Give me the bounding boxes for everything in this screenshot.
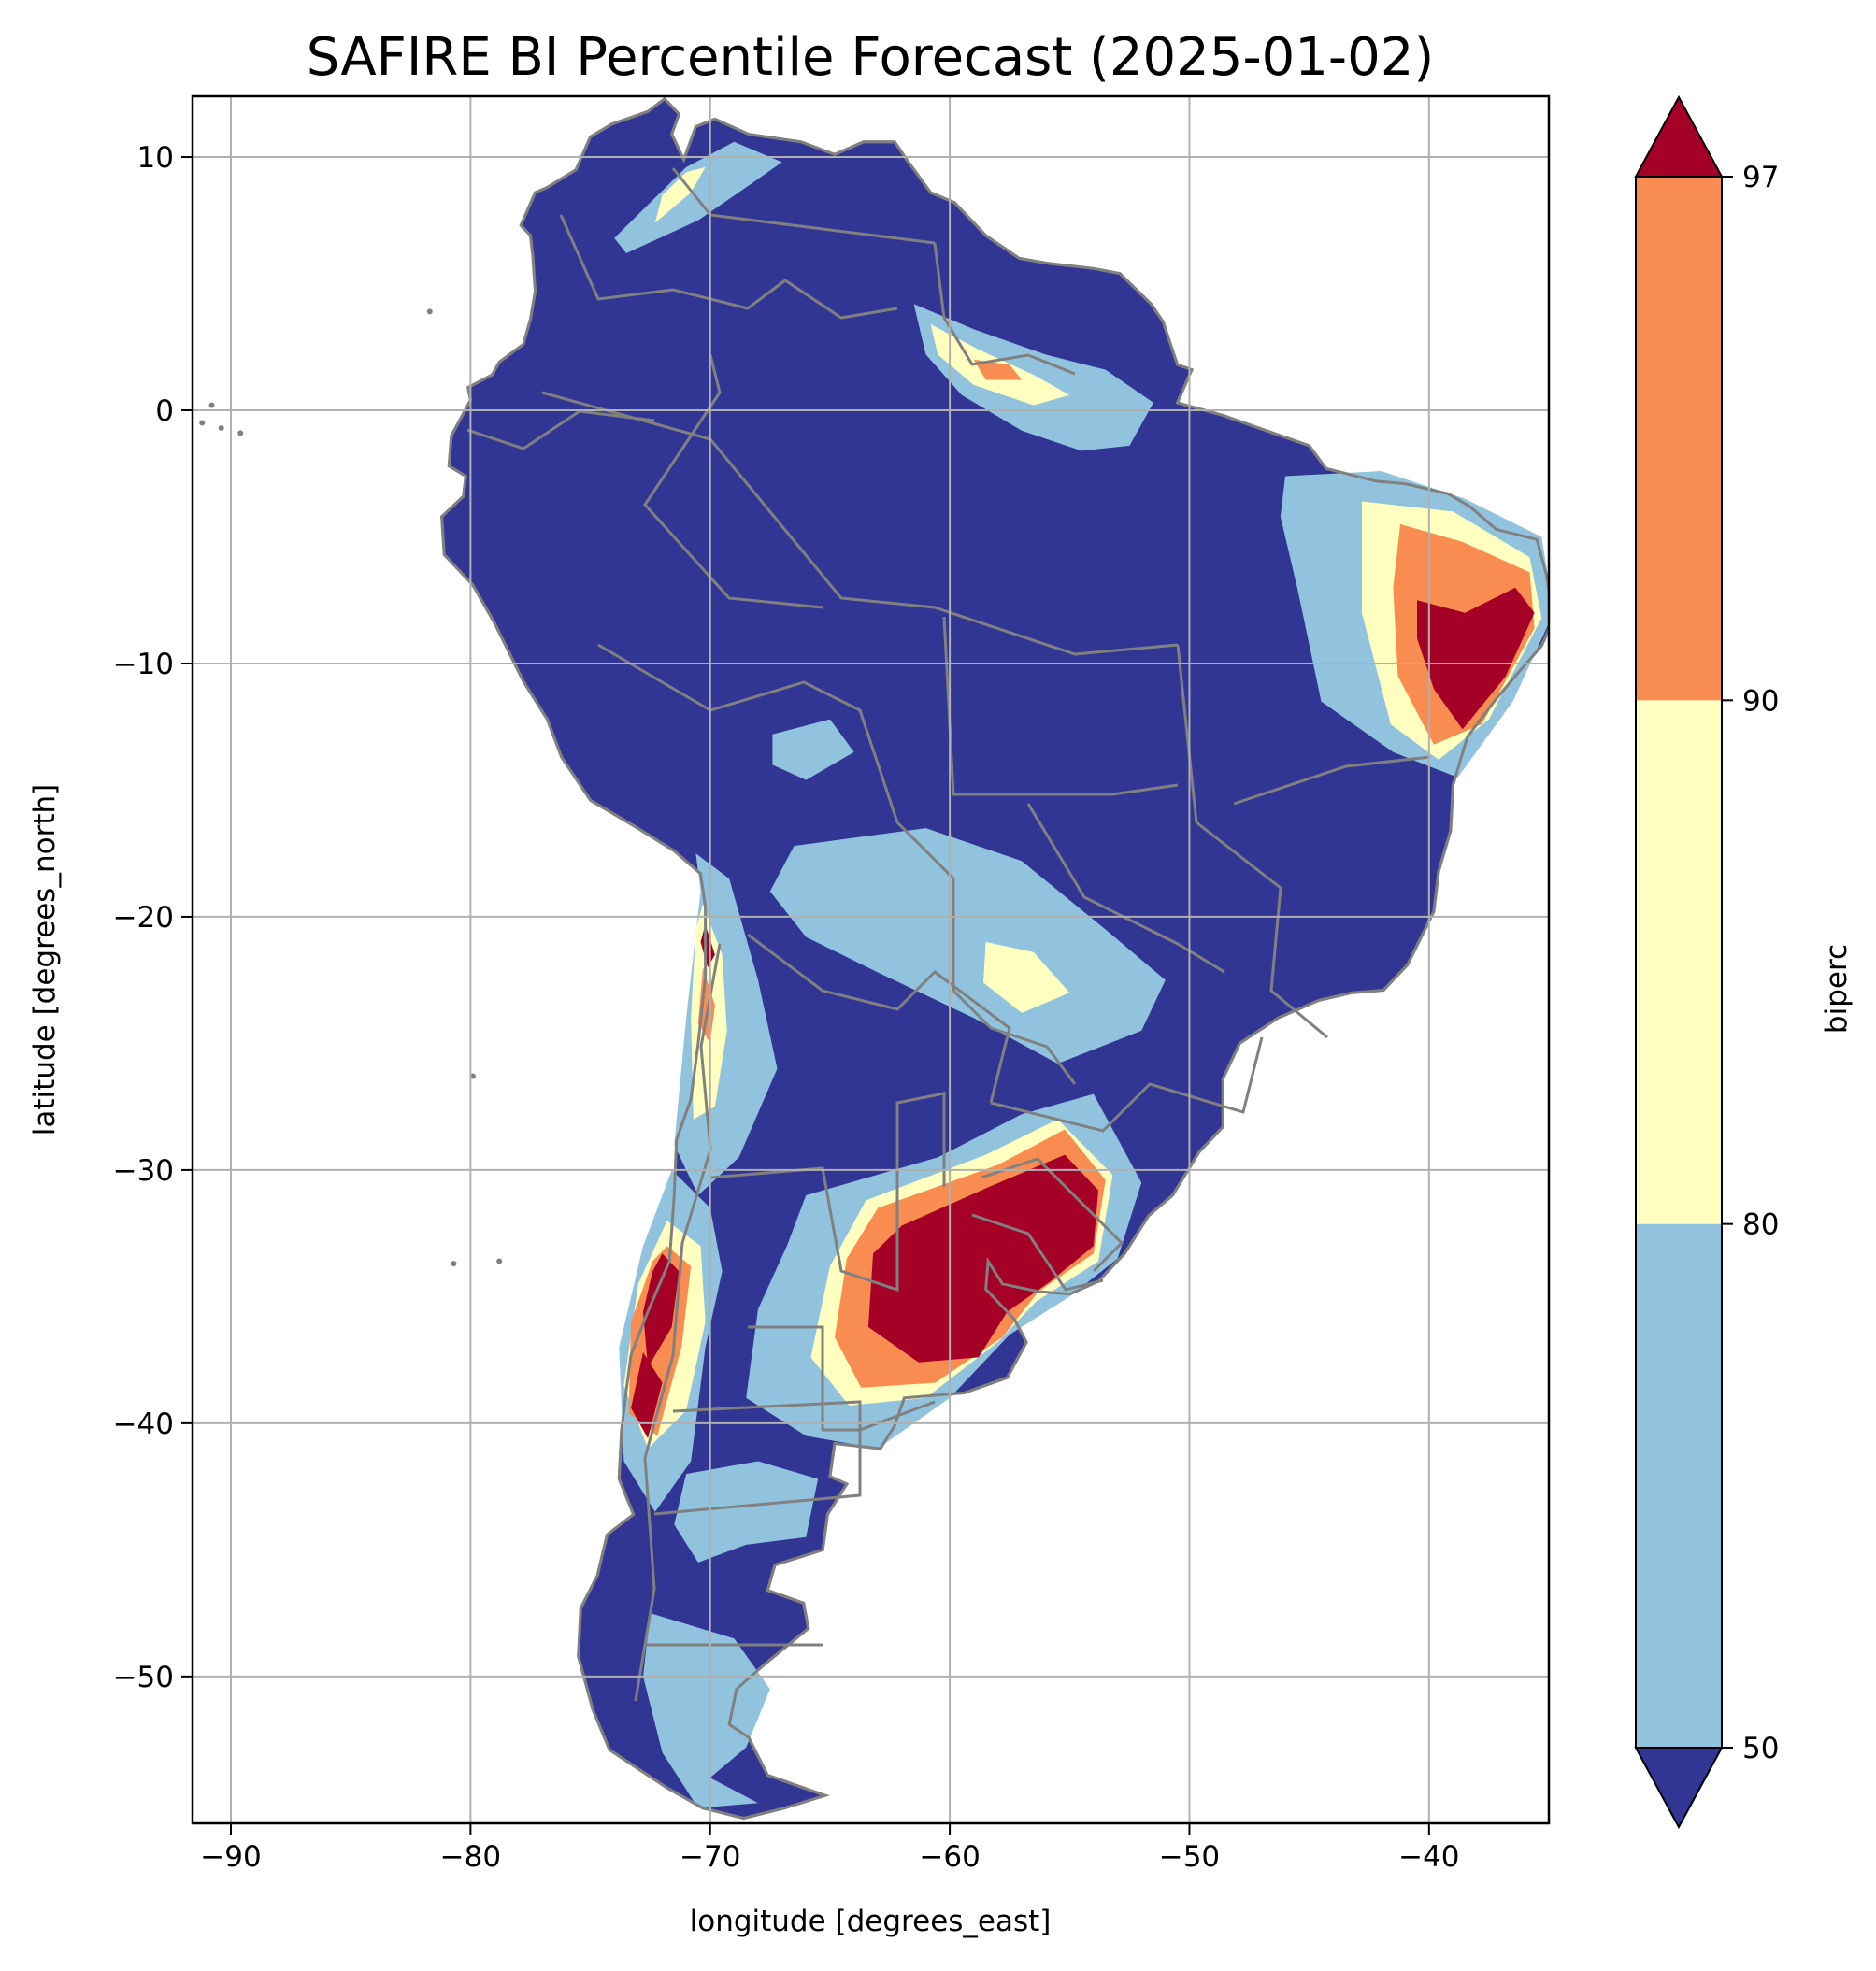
region-97plus-8 bbox=[1417, 587, 1535, 730]
chart-title: SAFIRE BI Percentile Forecast (2025-01-0… bbox=[307, 27, 1434, 88]
colorbar-tick-label: 80 bbox=[1742, 1208, 1779, 1242]
colorbar-under-triangle bbox=[1634, 1747, 1724, 1830]
colorbar-bins bbox=[1636, 177, 1722, 1748]
brazil-states-border-1 bbox=[942, 616, 1179, 796]
y-tick-label: −20 bbox=[113, 901, 174, 935]
x-tick-label: −90 bbox=[200, 1840, 261, 1874]
colorbar-tick-label: 50 bbox=[1742, 1732, 1779, 1765]
colorbar: 50 80 90 97 biperc bbox=[1634, 94, 1854, 1830]
y-axis-ticks: 10 0 −10 −20 −30 −40 −50 bbox=[113, 141, 193, 1694]
colorbar-bin-90-97 bbox=[1636, 177, 1722, 701]
region-97plus-24 bbox=[867, 1154, 1098, 1363]
brazil-states-border-3 bbox=[1026, 803, 1225, 974]
argentina-provinces-border-3 bbox=[653, 1400, 862, 1516]
x-tick-label: −40 bbox=[1398, 1840, 1459, 1874]
brazil-states-border-5 bbox=[990, 1036, 1264, 1133]
x-tick-label: −70 bbox=[680, 1840, 740, 1874]
colorbar-bin-50-80 bbox=[1636, 1223, 1722, 1748]
venezuela-internal-border bbox=[671, 167, 936, 245]
map-frame bbox=[191, 94, 1551, 1825]
gridlines bbox=[193, 96, 1549, 1823]
colorbar-label: biperc bbox=[1820, 944, 1854, 1034]
region-97plus-20 bbox=[631, 1352, 663, 1439]
colorbar-over-triangle bbox=[1634, 94, 1724, 178]
y-tick-label: −30 bbox=[113, 1154, 174, 1188]
colombia-venezuela-border bbox=[559, 214, 898, 320]
island-3 bbox=[208, 402, 215, 408]
x-tick-label: −50 bbox=[1159, 1840, 1220, 1874]
y-tick-label: 0 bbox=[155, 394, 174, 428]
colorbar-tick-label: 97 bbox=[1742, 161, 1779, 194]
region-80-90-1 bbox=[654, 166, 706, 223]
region-50-80-26 bbox=[643, 1613, 770, 1808]
island-4 bbox=[426, 308, 433, 315]
coastline bbox=[440, 96, 1549, 1821]
y-tick-label: 10 bbox=[137, 141, 174, 175]
argentina-chile-border bbox=[634, 943, 722, 1702]
x-axis-label: longitude [degrees_east] bbox=[690, 1905, 1052, 1938]
island-1 bbox=[218, 424, 224, 431]
bolivia-paraguay-border bbox=[747, 933, 1011, 1104]
colorbar-frame bbox=[1635, 176, 1723, 1749]
x-axis-ticks: −90 −80 −70 −60 −50 −40 bbox=[200, 1823, 1460, 1874]
island-7 bbox=[451, 1261, 457, 1267]
colorbar-ticks: 50 80 90 97 bbox=[1722, 161, 1779, 1765]
island-0 bbox=[199, 420, 206, 426]
x-tick-label: −80 bbox=[440, 1840, 501, 1874]
region-97plus-19 bbox=[643, 1253, 680, 1368]
region-50-80-10 bbox=[769, 828, 1166, 1064]
argentina-provinces-border-1 bbox=[709, 1092, 946, 1293]
argentina-uruguay-internal bbox=[971, 1213, 1104, 1292]
uruguay-border bbox=[981, 1157, 1124, 1273]
ecuador-peru-border bbox=[466, 409, 655, 450]
colorbar-bin-80-90 bbox=[1636, 700, 1722, 1224]
map-axes: −90 −80 −70 −60 −50 −40 10 0 −10 −20 −30 −40 −50 lo… bbox=[28, 94, 1551, 1938]
brazil-west-border bbox=[541, 391, 1179, 656]
amazon-internal-border bbox=[643, 354, 823, 609]
argentina-provinces-border-2 bbox=[748, 1325, 936, 1432]
island-5 bbox=[469, 1073, 476, 1079]
y-tick-label: −40 bbox=[113, 1407, 174, 1441]
island-6 bbox=[496, 1258, 503, 1264]
y-axis-label: latitude [degrees_north] bbox=[28, 784, 62, 1135]
colorbar-tick-label: 90 bbox=[1742, 684, 1779, 718]
y-tick-label: −50 bbox=[113, 1661, 174, 1694]
region-80-90-11 bbox=[983, 942, 1070, 1013]
y-tick-label: −10 bbox=[113, 648, 174, 681]
x-tick-label: −60 bbox=[919, 1840, 980, 1874]
region-50-80-9 bbox=[772, 719, 854, 780]
island-2 bbox=[237, 430, 244, 436]
region-90-97-4 bbox=[973, 359, 1022, 380]
guyana-border bbox=[933, 242, 1076, 376]
paraguay-brazil-border bbox=[952, 989, 1077, 1085]
brazil-states-border-4 bbox=[1233, 755, 1431, 806]
